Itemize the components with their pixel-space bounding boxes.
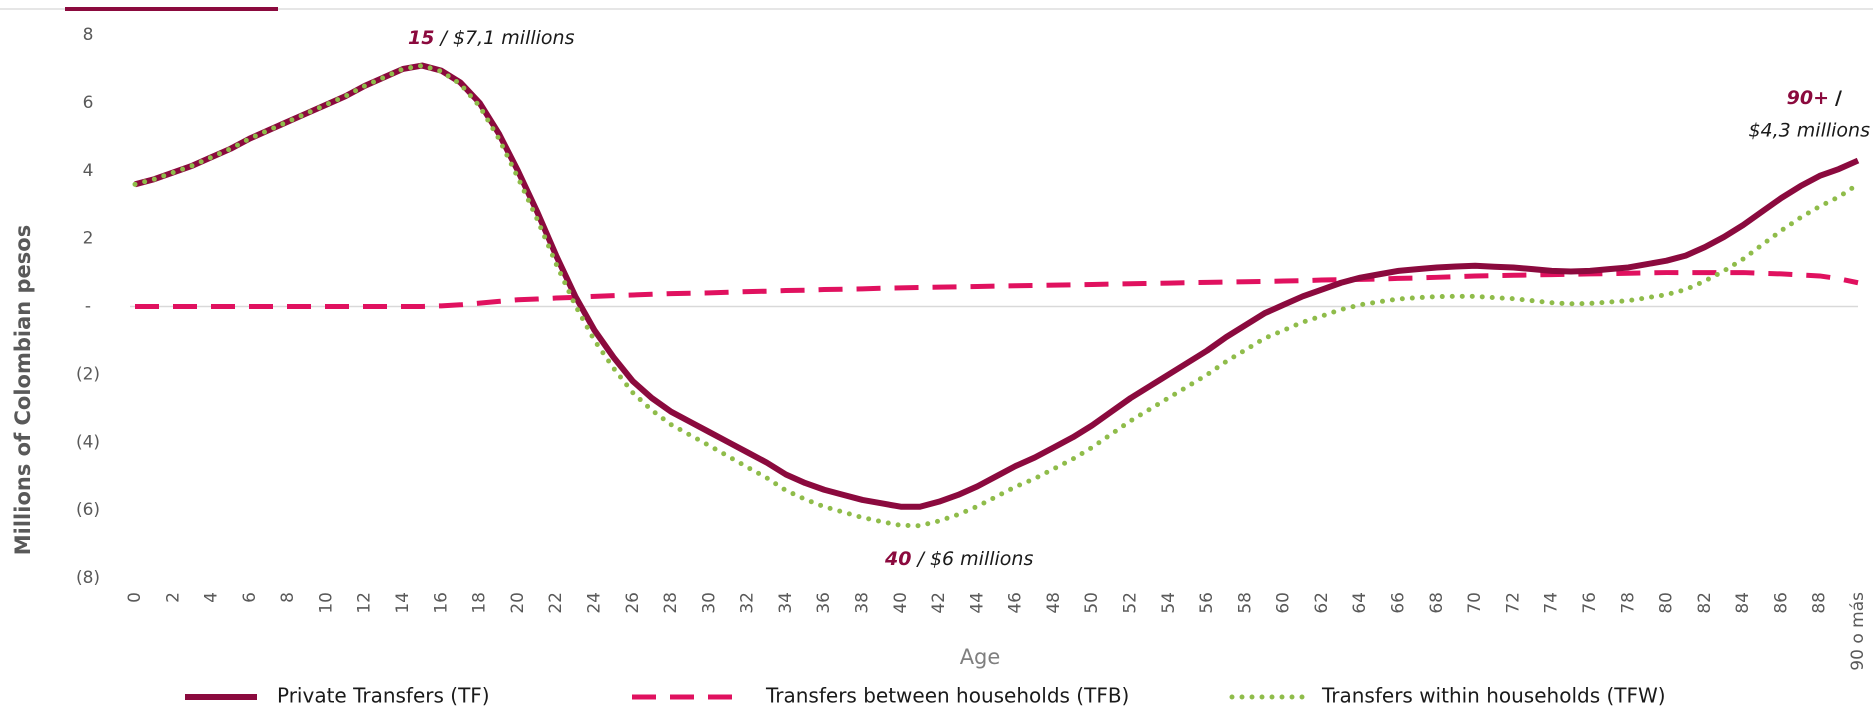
x-tick-label: 0 xyxy=(125,592,145,603)
x-tick-label: 34 xyxy=(776,592,796,614)
annotation-text: $4,3 millions xyxy=(1748,120,1870,142)
x-tick-label: 20 xyxy=(508,592,528,614)
annotation-text: / $7,1 millions xyxy=(439,27,575,49)
y-tick-label: (6) xyxy=(76,500,100,520)
x-tick-label: 58 xyxy=(1235,592,1255,614)
x-tick-label: 78 xyxy=(1618,592,1638,614)
x-tick-label: 4 xyxy=(202,592,222,603)
x-tick-label: 26 xyxy=(623,592,643,614)
x-tick-label: 50 xyxy=(1082,592,1102,614)
x-tick-label: 12 xyxy=(355,592,375,614)
x-tick-label: 56 xyxy=(1197,592,1217,614)
y-tick-label: 6 xyxy=(83,93,94,113)
x-tick-label: 44 xyxy=(967,592,987,614)
annotation-label: 40 xyxy=(884,548,911,570)
x-tick-label: 32 xyxy=(738,592,758,614)
series-line xyxy=(134,62,1860,510)
y-axis-label: Millions of Colombian pesos xyxy=(11,225,35,555)
series-line xyxy=(135,270,1859,309)
annotation-label: 15 xyxy=(408,27,434,49)
legend-label: Transfers between households (TFB) xyxy=(765,684,1129,708)
x-tick-label: 48 xyxy=(1044,592,1064,614)
x-tick-label: 80 xyxy=(1657,592,1677,614)
y-tick-label: - xyxy=(85,297,91,317)
x-tick-label: 2 xyxy=(163,592,183,603)
x-tick-label: 30 xyxy=(699,592,719,614)
series-line xyxy=(132,63,1861,529)
x-tick-label: 40 xyxy=(891,592,911,614)
x-tick-label: 66 xyxy=(1389,592,1409,614)
annotation-text: / xyxy=(1835,87,1842,109)
y-tick-label: 4 xyxy=(83,161,94,181)
annotation: 15 / $7,1 millions xyxy=(408,27,575,49)
x-tick-label: 8 xyxy=(278,592,298,603)
y-tick-label: (4) xyxy=(76,432,100,452)
x-tick-label: 42 xyxy=(929,592,949,614)
x-tick-label: 62 xyxy=(1312,592,1332,614)
x-tick-label: 72 xyxy=(1503,592,1523,614)
x-tick-label: 18 xyxy=(470,592,490,614)
x-tick-label: 24 xyxy=(584,592,604,614)
x-tick-label: 74 xyxy=(1542,592,1562,614)
x-axis-label: Age xyxy=(960,645,1001,669)
x-tick-label: 16 xyxy=(431,592,451,614)
y-tick-label: 8 xyxy=(83,25,94,45)
x-tick-label: 46 xyxy=(1006,592,1026,614)
y-tick-label: 2 xyxy=(83,229,94,249)
x-tick-label: 60 xyxy=(1274,592,1294,614)
x-tick-label: 36 xyxy=(814,592,834,614)
x-tick-label: 28 xyxy=(661,592,681,614)
x-tick-label: 70 xyxy=(1465,592,1485,614)
x-tick-label: 54 xyxy=(1159,592,1179,614)
y-tick-label: (8) xyxy=(76,568,100,588)
x-tick-label: 76 xyxy=(1580,592,1600,614)
x-tick-label: 84 xyxy=(1733,592,1753,614)
x-tick-label: 90 o más xyxy=(1848,592,1868,671)
x-tick-label: 88 xyxy=(1810,592,1830,614)
annotation-text: / $6 millions xyxy=(916,548,1034,570)
y-tick-label: (2) xyxy=(76,364,100,384)
x-tick-label: 82 xyxy=(1695,592,1715,614)
x-tick-label: 68 xyxy=(1427,592,1447,614)
annotation-label: 90+ xyxy=(1787,87,1829,109)
x-tick-label: 38 xyxy=(852,592,872,614)
x-tick-label: 52 xyxy=(1121,592,1141,614)
legend-label: Private Transfers (TF) xyxy=(277,684,490,708)
x-tick-label: 6 xyxy=(240,592,260,603)
annotation: 90+ / xyxy=(1787,87,1842,109)
annotation: 40 / $6 millions xyxy=(884,548,1033,570)
x-tick-label: 10 xyxy=(316,592,336,614)
x-tick-label: 22 xyxy=(546,592,566,614)
x-tick-label: 86 xyxy=(1771,592,1791,614)
x-tick-label: 14 xyxy=(393,592,413,614)
legend-label: Transfers within households (TFW) xyxy=(1321,684,1666,708)
x-tick-label: 64 xyxy=(1350,592,1370,614)
